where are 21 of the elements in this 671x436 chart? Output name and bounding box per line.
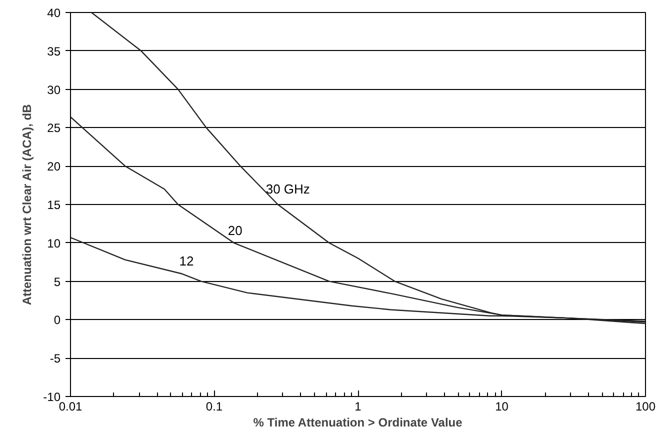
y-tick-label: 25 xyxy=(47,121,61,136)
y-axis-title: Attenuation wrt Clear Air (ACA), dB xyxy=(20,104,34,306)
series-label: 20 xyxy=(228,222,242,238)
y-tick-label: -10 xyxy=(43,390,61,404)
x-tick-label: 100 xyxy=(635,400,656,414)
y-tick-label: 10 xyxy=(47,236,61,250)
y-tick-label: 20 xyxy=(47,160,61,174)
x-tick-label: 0.1 xyxy=(206,400,223,414)
x-tick-label: 0.01 xyxy=(58,400,83,414)
x-tick-label: 1 xyxy=(354,400,362,414)
x-tick-label: 10 xyxy=(495,400,509,414)
y-tick-label: 35 xyxy=(47,44,61,58)
series-label: 12 xyxy=(179,254,194,269)
y-tick-label: 5 xyxy=(54,274,61,289)
x-axis-title: % Time Attenuation > Ordinate Value xyxy=(253,416,463,430)
y-tick-label: 0 xyxy=(54,313,61,328)
y-tick-label: 15 xyxy=(47,198,61,212)
y-tick-label: -5 xyxy=(50,352,61,366)
series-label: 30 GHz xyxy=(266,182,310,196)
y-tick-label: 30 xyxy=(47,82,61,97)
y-tick-label: 40 xyxy=(47,6,61,20)
